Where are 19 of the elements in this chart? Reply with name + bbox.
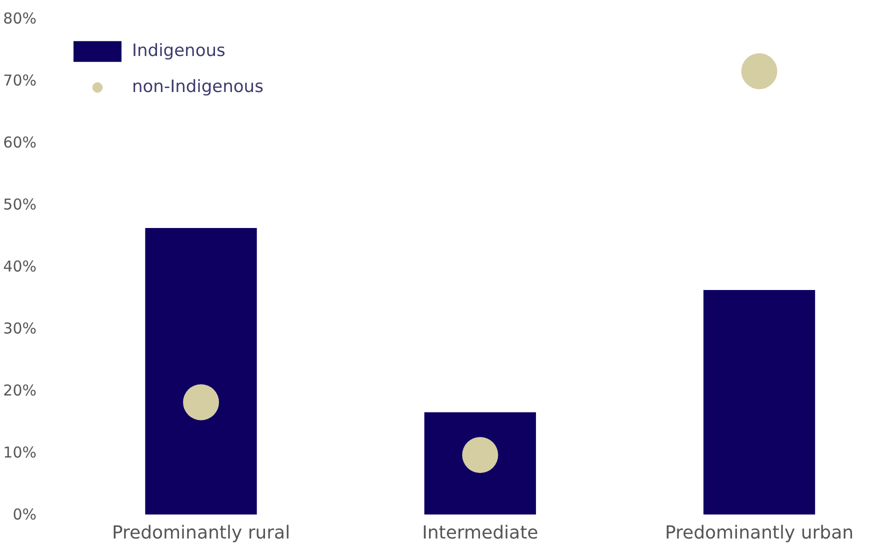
y-tick-label: 50% — [3, 196, 37, 214]
x-tick-label: Predominantly rural — [112, 522, 290, 544]
point — [183, 384, 220, 420]
y-tick-label: 80% — [3, 10, 37, 28]
y-tick-label: 10% — [3, 444, 37, 462]
bar — [424, 412, 536, 514]
y-tick-label: 40% — [3, 258, 37, 276]
bar — [145, 228, 257, 514]
y-tick-label: 20% — [3, 382, 37, 400]
y-tick-label: 60% — [3, 134, 37, 152]
y-tick-label: 0% — [12, 506, 36, 524]
x-tick-label: Intermediate — [422, 522, 538, 544]
legend-label: non-Indigenous — [132, 77, 264, 97]
point — [741, 53, 778, 90]
y-tick-label: 30% — [3, 320, 37, 338]
x-tick-label: Predominantly urban — [664, 522, 854, 544]
y-tick-label: 70% — [3, 72, 37, 90]
legend-label: Indigenous — [132, 41, 226, 61]
bar — [703, 290, 816, 514]
